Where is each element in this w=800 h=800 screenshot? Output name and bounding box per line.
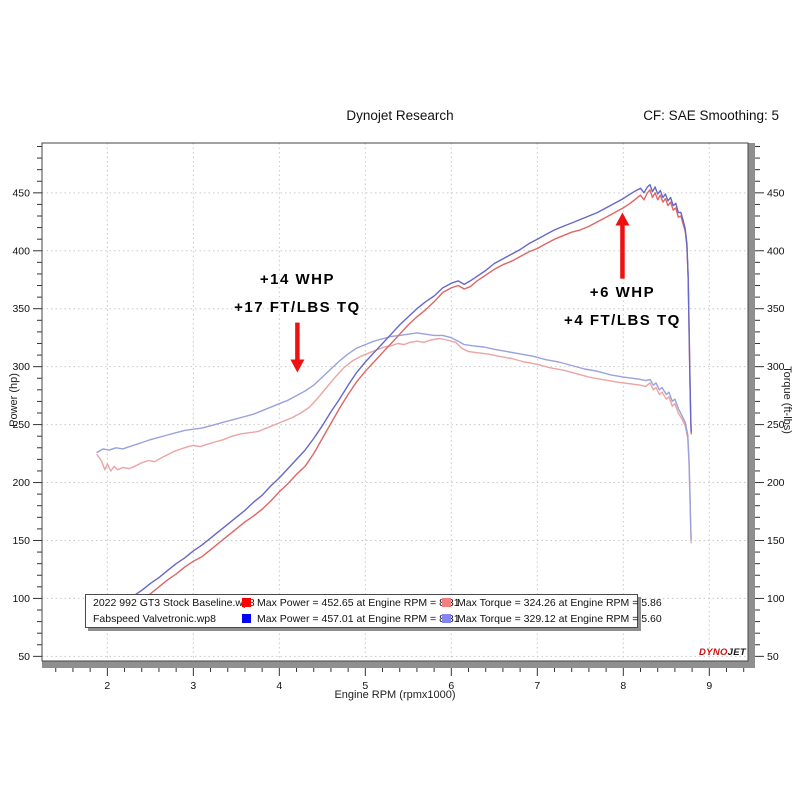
power-tick-label: 350 <box>12 303 30 315</box>
power-tick-label: 200 <box>12 477 30 489</box>
rpm-axis-title: Engine RPM (rpmx1000) <box>334 689 456 701</box>
rpm-tick-label: 7 <box>534 680 540 692</box>
rpm-tick-label: 8 <box>620 680 626 692</box>
power-tick-label: 450 <box>12 187 30 199</box>
plot-shadow-right <box>748 143 755 668</box>
page-title: Dynojet Research <box>346 108 454 123</box>
arrow-down-head <box>290 359 305 373</box>
torque-tick-label: 250 <box>767 419 785 431</box>
torque-tick-label: 150 <box>767 535 785 547</box>
rpm-tick-label: 2 <box>104 680 110 692</box>
torque-tick-label: 50 <box>767 651 779 663</box>
dynojet-logo: DYNOJET <box>699 647 746 658</box>
max-power-swatch <box>242 614 251 623</box>
legend-row-stock: 2022 992 GT3 Stock Baseline.wp8 Max Powe… <box>86 595 662 611</box>
annotation-topend-whp: +6 WHP <box>589 284 656 302</box>
curve-fabspeed-power <box>96 183 692 622</box>
torque-tick-label: 100 <box>767 593 785 605</box>
torque-tick-label: 450 <box>767 187 785 199</box>
curve-stock-power <box>96 189 692 623</box>
power-tick-label: 100 <box>12 593 30 605</box>
annotation-topend-gain: +6 WHP +4 FT/LBS TQ <box>564 279 681 335</box>
annotation-midrange-gain: +14 WHP +17 FT/LBS TQ <box>234 266 361 322</box>
torque-axis-title: Torque (ft-lbs) <box>781 366 793 434</box>
plot-area <box>42 143 748 661</box>
legend-row-fabspeed: Fabspeed Valvetronic.wp8 Max Power = 457… <box>86 611 662 627</box>
power-tick-label: 250 <box>12 419 30 431</box>
power-axis-title: Power (hp) <box>8 373 20 427</box>
rpm-tick-label: 4 <box>276 680 282 692</box>
rpm-tick-label: 9 <box>706 680 712 692</box>
torque-tick-label: 300 <box>767 361 785 373</box>
annotation-topend-tq: +4 FT/LBS TQ <box>564 312 681 330</box>
legend-file-name: Fabspeed Valvetronic.wp8 <box>93 613 216 625</box>
plot-shadow-bottom <box>42 661 748 668</box>
rpm-tick-label: 6 <box>448 680 454 692</box>
annotation-midrange-tq: +17 FT/LBS TQ <box>234 298 361 316</box>
rpm-tick-label: 5 <box>362 680 368 692</box>
legend-file-name: 2022 992 GT3 Stock Baseline.wp8 <box>93 597 255 609</box>
torque-tick-label: 400 <box>767 245 785 257</box>
legend-max-torque: Max Torque = 324.26 at Engine RPM = 5.86 <box>457 597 662 609</box>
power-tick-label: 300 <box>12 361 30 373</box>
max-torque-swatch <box>442 598 451 607</box>
plot-frame <box>41 142 749 662</box>
legend-max-power: Max Power = 452.65 at Engine RPM = 8.31 <box>257 597 460 609</box>
annotation-midrange-whp: +14 WHP <box>259 270 335 288</box>
power-tick-label: 150 <box>12 535 30 547</box>
max-power-swatch <box>242 598 251 607</box>
rpm-tick-label: 3 <box>190 680 196 692</box>
arrow-up-head <box>615 212 630 226</box>
power-tick-label: 50 <box>18 651 30 663</box>
cf-smoothing-label: CF: SAE Smoothing: 5 <box>643 108 779 123</box>
torque-tick-label: 350 <box>767 303 785 315</box>
curve-fabspeed-torque <box>96 332 692 540</box>
curve-stock-torque <box>96 337 692 544</box>
dynojet-logo-dyno: DYNO <box>699 647 728 658</box>
legend-max-torque: Max Torque = 329.12 at Engine RPM = 5.60 <box>457 613 662 625</box>
dynojet-logo-jet: JET <box>727 647 746 658</box>
power-tick-label: 400 <box>12 245 30 257</box>
legend-box: 2022 992 GT3 Stock Baseline.wp8 Max Powe… <box>85 594 662 628</box>
max-torque-swatch <box>442 614 451 623</box>
torque-tick-label: 200 <box>767 477 785 489</box>
legend-max-power: Max Power = 457.01 at Engine RPM = 8.31 <box>257 613 460 625</box>
